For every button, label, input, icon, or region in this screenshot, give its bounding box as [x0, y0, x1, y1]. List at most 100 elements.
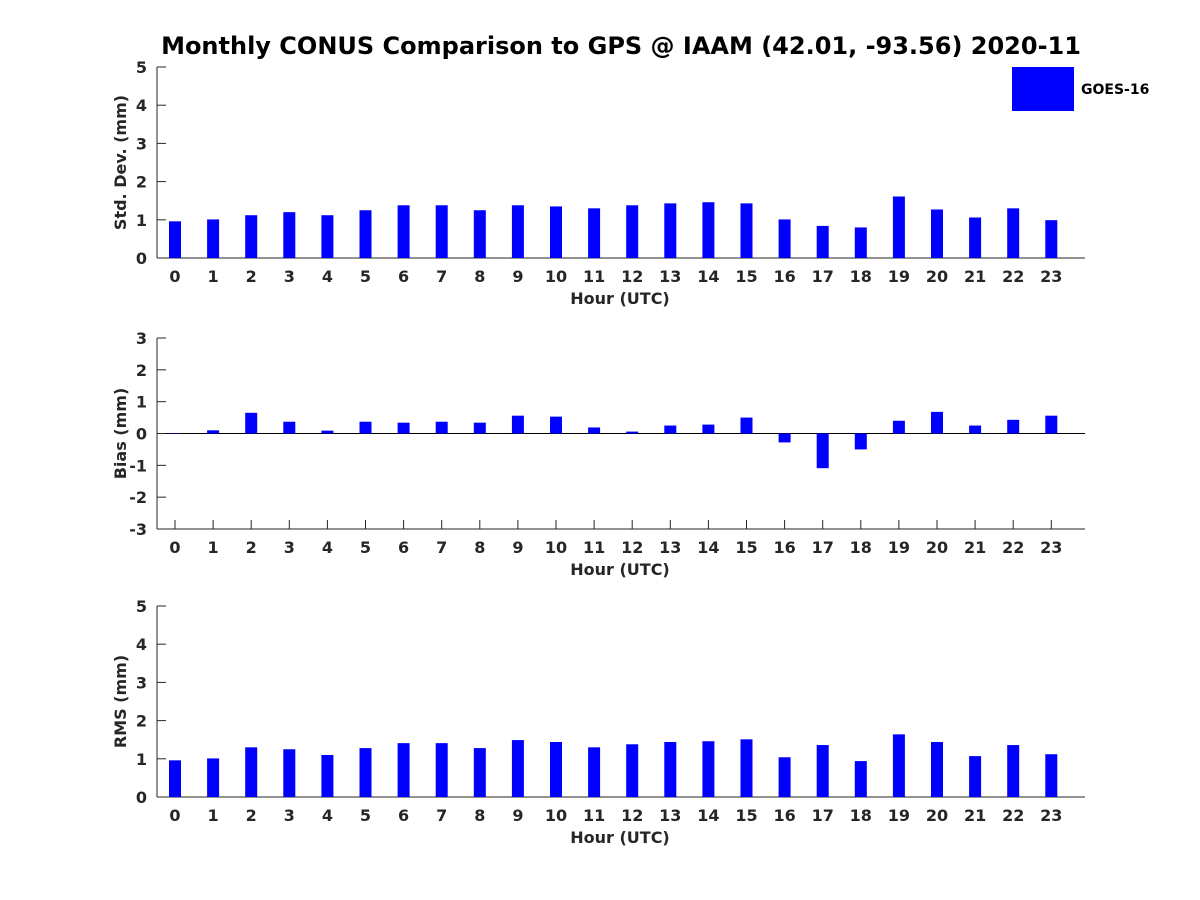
x-tick-label: 1 — [208, 806, 219, 825]
x-tick-label: 19 — [888, 806, 910, 825]
x-tick-label: 3 — [284, 267, 295, 286]
bar-hour-18 — [854, 761, 867, 797]
x-tick-label: 15 — [735, 538, 757, 557]
x-tick-label: 14 — [697, 538, 719, 557]
y-tick-label: 1 — [136, 750, 147, 769]
x-tick-label: 4 — [322, 267, 333, 286]
bar-hour-14 — [702, 202, 715, 258]
x-tick-label: 12 — [621, 806, 643, 825]
bar-hour-4 — [321, 430, 334, 434]
bar-hour-5 — [359, 421, 372, 434]
bar-hour-20 — [931, 411, 943, 434]
y-tick-label: -3 — [129, 520, 147, 539]
x-axis-label: Hour (UTC) — [570, 289, 670, 308]
y-axis-label: RMS (mm) — [111, 655, 130, 748]
bar-hour-13 — [664, 425, 677, 434]
x-tick-label: 15 — [735, 267, 757, 286]
bar-hour-22 — [1007, 208, 1020, 258]
bar-hour-11 — [588, 427, 601, 434]
x-tick-label: 18 — [850, 538, 872, 557]
bar-hour-9 — [511, 205, 524, 258]
x-tick-label: 19 — [888, 538, 910, 557]
x-tick-label: 10 — [545, 538, 567, 557]
x-tick-label: 7 — [436, 267, 447, 286]
y-tick-label: 0 — [136, 249, 147, 268]
bar-hour-13 — [664, 741, 677, 797]
x-tick-label: 5 — [360, 267, 371, 286]
x-tick-label: 22 — [1002, 267, 1024, 286]
x-tick-label: 2 — [246, 806, 257, 825]
bar-hour-15 — [740, 739, 753, 797]
x-tick-label: 2 — [246, 538, 257, 557]
x-tick-label: 10 — [545, 806, 567, 825]
x-tick-label: 5 — [360, 538, 371, 557]
x-tick-label: 11 — [583, 267, 605, 286]
bar-hour-0 — [169, 433, 181, 434]
bar-hour-3 — [283, 421, 296, 434]
bar-hour-20 — [931, 741, 943, 797]
x-tick-label: 6 — [398, 806, 409, 825]
x-tick-label: 20 — [926, 538, 948, 557]
y-tick-label: -1 — [129, 456, 147, 475]
x-tick-label: 17 — [812, 538, 834, 557]
bar-hour-16 — [778, 757, 791, 797]
chart-title: Monthly CONUS Comparison to GPS @ IAAM (… — [161, 32, 1081, 60]
y-tick-label: -2 — [129, 488, 147, 507]
x-tick-label: 11 — [583, 538, 605, 557]
y-tick-label: 2 — [136, 712, 147, 731]
bar-hour-2 — [245, 747, 258, 797]
legend: GOES-16 — [1012, 67, 1149, 111]
y-tick-label: 5 — [136, 58, 147, 77]
bar-hour-7 — [435, 421, 448, 434]
bar-hour-3 — [283, 212, 296, 258]
bar-hour-9 — [511, 740, 524, 797]
x-tick-label: 15 — [735, 806, 757, 825]
bar-hour-15 — [740, 417, 753, 434]
bar-hour-0 — [169, 760, 181, 797]
x-tick-label: 22 — [1002, 806, 1024, 825]
bar-hour-11 — [588, 208, 601, 258]
x-tick-label: 23 — [1040, 806, 1062, 825]
bar-hour-23 — [1045, 220, 1058, 258]
x-tick-label: 3 — [284, 538, 295, 557]
bar-hour-6 — [397, 743, 410, 797]
bar-hour-12 — [626, 744, 639, 797]
bar-hour-2 — [245, 412, 258, 434]
y-tick-label: 2 — [136, 361, 147, 380]
bar-hour-10 — [550, 741, 562, 797]
y-tick-label: 5 — [136, 597, 147, 616]
bar-hour-7 — [435, 205, 448, 258]
bar-hour-6 — [397, 422, 410, 434]
x-tick-label: 18 — [850, 267, 872, 286]
x-tick-label: 16 — [773, 267, 795, 286]
y-tick-label: 4 — [136, 96, 147, 115]
bar-hour-1 — [207, 758, 220, 797]
x-tick-label: 21 — [964, 538, 986, 557]
bar-hour-22 — [1007, 419, 1020, 434]
bar-hour-4 — [321, 215, 334, 258]
bar-hour-9 — [511, 415, 524, 434]
x-tick-label: 4 — [322, 806, 333, 825]
y-tick-label: 0 — [136, 788, 147, 807]
bar-hour-12 — [626, 205, 639, 258]
y-tick-label: 3 — [136, 673, 147, 692]
x-tick-label: 8 — [474, 267, 485, 286]
x-tick-label: 6 — [398, 538, 409, 557]
x-tick-label: 7 — [436, 538, 447, 557]
bar-hour-19 — [892, 734, 905, 797]
x-tick-label: 16 — [773, 806, 795, 825]
bar-hour-10 — [550, 416, 562, 434]
x-tick-label: 4 — [322, 538, 333, 557]
x-tick-label: 8 — [474, 806, 485, 825]
x-tick-label: 7 — [436, 806, 447, 825]
x-tick-label: 16 — [773, 538, 795, 557]
bar-hour-14 — [702, 741, 715, 797]
bar-hour-21 — [969, 217, 982, 258]
bar-hour-5 — [359, 210, 372, 258]
x-tick-label: 17 — [812, 806, 834, 825]
y-tick-label: 0 — [136, 425, 147, 444]
bar-hour-21 — [969, 425, 982, 434]
x-tick-label: 21 — [964, 267, 986, 286]
